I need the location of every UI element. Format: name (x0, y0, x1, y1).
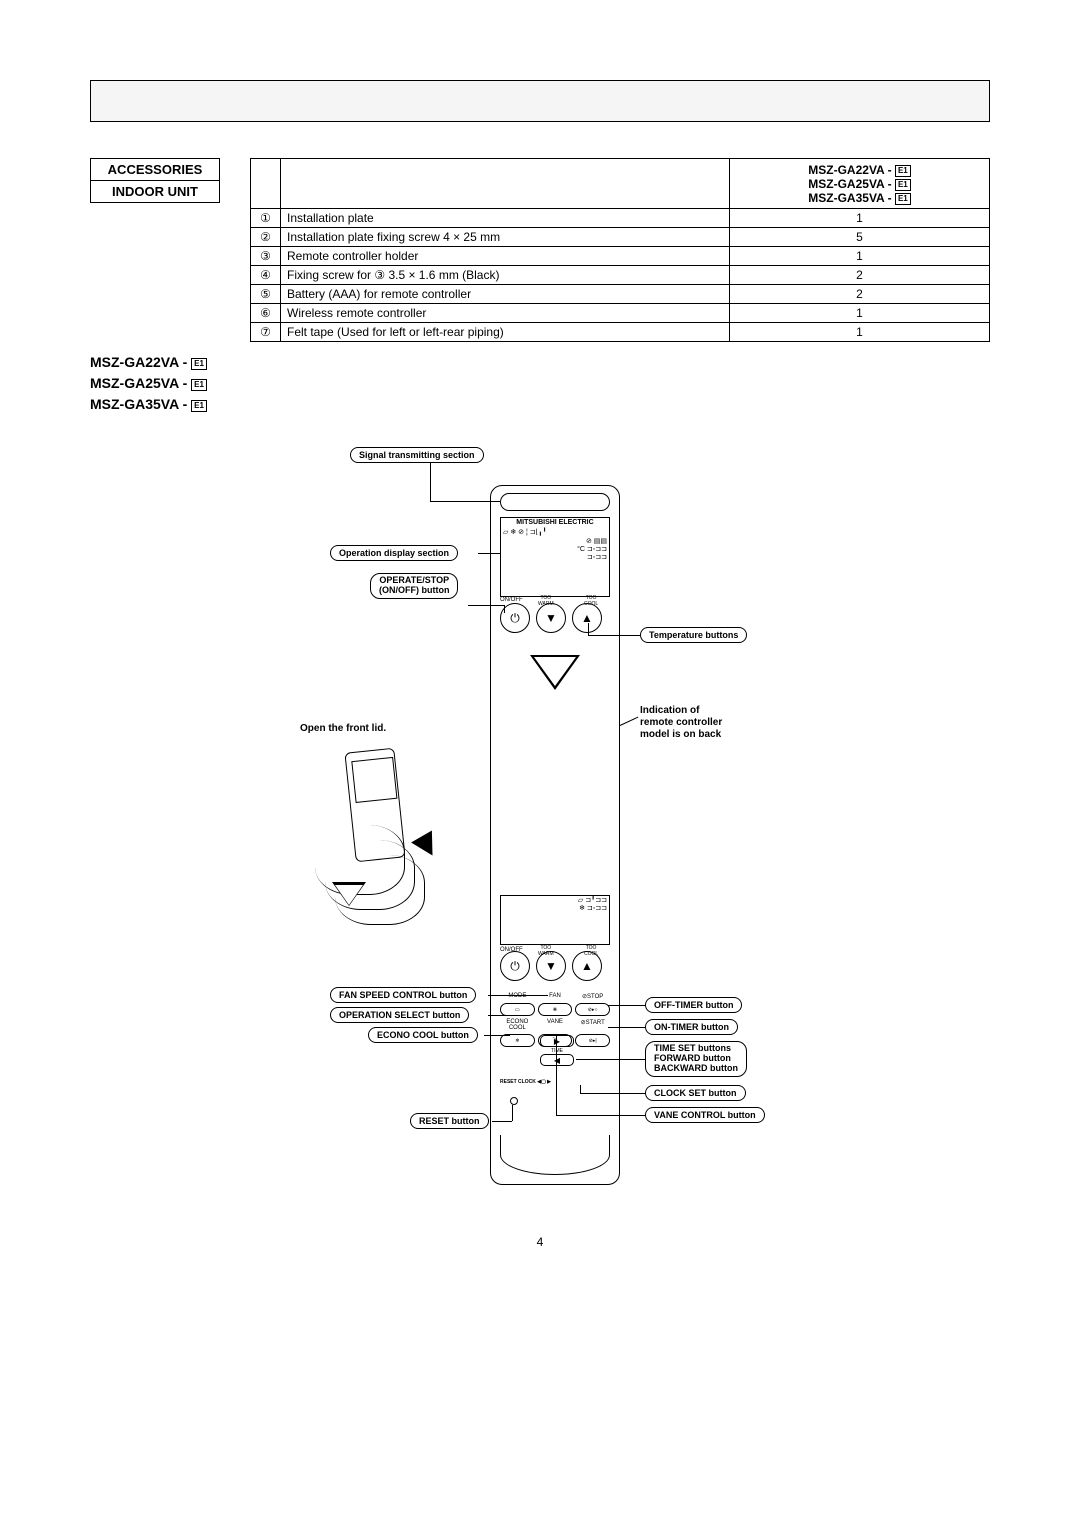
table-row: ⑥Wireless remote controller1 (251, 304, 990, 323)
section-label-stack: ACCESSORIES INDOOR UNIT (90, 158, 220, 201)
open-lid-note: Open the front lid. (300, 723, 386, 735)
econo-callout: ECONO COOL button (368, 1027, 478, 1043)
lcd-upper: MITSUBISHI ELECTRIC ▱ ❄ ⊘ ¦ ⊐⌊╻╹ ⊘ ▤▤°C … (500, 517, 610, 597)
temp-down2-icon: ▼ (536, 951, 566, 981)
down-triangle-icon (335, 885, 363, 905)
table-row: ③Remote controller holder1 (251, 247, 990, 266)
temp-down-icon: ▼ (536, 603, 566, 633)
offtimer-callout: OFF-TIMER button (645, 997, 742, 1013)
table-row: ②Installation plate fixing screw 4 × 25 … (251, 228, 990, 247)
fan-button-icon: ❋ (538, 1003, 573, 1016)
time-fwd-icon: ▶ (540, 1035, 574, 1047)
remote-diagram: MITSUBISHI ELECTRIC ▱ ❄ ⊘ ¦ ⊐⌊╻╹ ⊘ ▤▤°C … (200, 445, 880, 1215)
time-back-icon: ◀ (540, 1054, 574, 1066)
indication-note: Indication ofremote controllermodel is o… (640, 705, 722, 741)
page-number: 4 (90, 1235, 990, 1249)
display-callout: Operation display section (330, 545, 458, 561)
model-list: MSZ-GA22VA - E1 MSZ-GA25VA - E1 MSZ-GA35… (90, 352, 990, 415)
hand-illustration (310, 745, 450, 895)
vane-callout: VANE CONTROL button (645, 1107, 765, 1123)
table-row: ⑦Felt tape (Used for left or left-rear p… (251, 323, 990, 342)
accessories-table: MSZ-GA22VA - E1 MSZ-GA25VA - E1 MSZ-GA35… (250, 158, 990, 342)
temp-up-icon: ▲ (572, 603, 602, 633)
remote-bottom (500, 1135, 610, 1175)
reset-callout: RESET button (410, 1113, 489, 1129)
temp-callout: Temperature buttons (640, 627, 747, 643)
table-row: ④Fixing screw for ③ 3.5 × 1.6 mm (Black)… (251, 266, 990, 285)
table-row: ⑤Battery (AAA) for remote controller2 (251, 285, 990, 304)
reset-clock-row: RESET CLOCK ◀▢ ▶ (500, 1079, 610, 1085)
ontimer-callout: ON-TIMER button (645, 1019, 738, 1035)
operate-callout: OPERATE/STOP(ON/OFF) button (370, 573, 458, 599)
down-arrow-icon (530, 655, 580, 690)
timeset-callout: TIME SET buttonsFORWARD buttonBACKWARD b… (645, 1041, 747, 1077)
indoor-unit-label: INDOOR UNIT (90, 180, 220, 203)
onoff-button2-icon: ⏻ (500, 951, 530, 981)
clockset-callout: CLOCK SET button (645, 1085, 746, 1101)
reset-hole-icon (510, 1097, 518, 1105)
section-header-bar (90, 80, 990, 122)
stop-timer-icon: ⊘▸○ (575, 1003, 610, 1016)
start-timer-icon: ⊘▸| (575, 1034, 610, 1047)
temp-up2-icon: ▲ (572, 951, 602, 981)
lcd-lower: ▱ ⊐╹⊐⊐❄ ⊐◦⊐⊐ (500, 895, 610, 945)
fan-callout: FAN SPEED CONTROL button (330, 987, 476, 1003)
ir-window (500, 493, 610, 511)
brand-text: MITSUBISHI ELECTRIC (501, 518, 609, 528)
table-header-models: MSZ-GA22VA - E1 MSZ-GA25VA - E1 MSZ-GA35… (730, 159, 990, 209)
opselect-callout: OPERATION SELECT button (330, 1007, 469, 1023)
accessories-label: ACCESSORIES (90, 158, 220, 181)
table-row: ①Installation plate1 (251, 209, 990, 228)
signal-callout: Signal transmitting section (350, 447, 484, 463)
